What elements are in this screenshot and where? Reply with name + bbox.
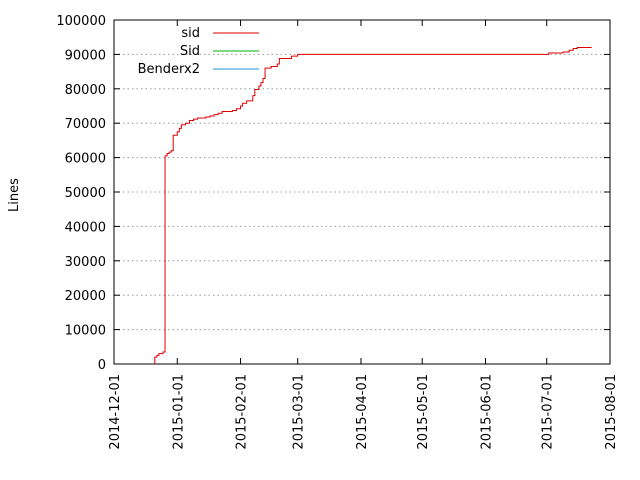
- y-tick-label: 100000: [56, 14, 106, 29]
- series-line-sid: [154, 47, 592, 364]
- x-tick-label: 2015-05-01: [416, 374, 431, 450]
- grid-lines: [114, 53, 610, 331]
- legend: sid Sid Benderx2: [138, 26, 259, 77]
- y-axis-label: Lines: [7, 178, 22, 212]
- x-tick-label: 2015-01-01: [171, 374, 186, 450]
- x-tick-label: 2015-08-01: [604, 374, 619, 450]
- x-tick-label: 2015-06-01: [479, 374, 494, 450]
- y-tick-label: 20000: [65, 289, 106, 304]
- y-tick-label: 30000: [65, 255, 106, 270]
- y-tick-label: 90000: [65, 48, 106, 63]
- x-tick-label: 2015-07-01: [541, 374, 556, 450]
- legend-label: Sid: [180, 44, 200, 59]
- x-tick-label: 2015-03-01: [292, 374, 307, 450]
- y-tick-label: 50000: [65, 186, 106, 201]
- y-tick-label: 10000: [65, 324, 106, 339]
- legend-label: sid: [181, 26, 200, 41]
- x-axis: 2014-12-01 2015-01-01 2015-02-01 2015-03-01…: [108, 20, 619, 450]
- x-tick-label: 2015-02-01: [235, 374, 250, 450]
- y-tick-label: 70000: [65, 117, 106, 132]
- x-tick-label: 2014-12-01: [108, 374, 123, 450]
- y-axis: 0 10000 20000 30000 40000 50000 60000 70000 8000…: [56, 14, 610, 373]
- y-tick-label: 0: [98, 358, 106, 373]
- y-tick-label: 40000: [65, 220, 106, 235]
- y-tick-label: 80000: [65, 83, 106, 98]
- series-lines: [154, 47, 592, 364]
- x-tick-label: 2015-04-01: [355, 374, 370, 450]
- legend-label: Benderx2: [138, 62, 200, 77]
- y-tick-label: 60000: [65, 152, 106, 167]
